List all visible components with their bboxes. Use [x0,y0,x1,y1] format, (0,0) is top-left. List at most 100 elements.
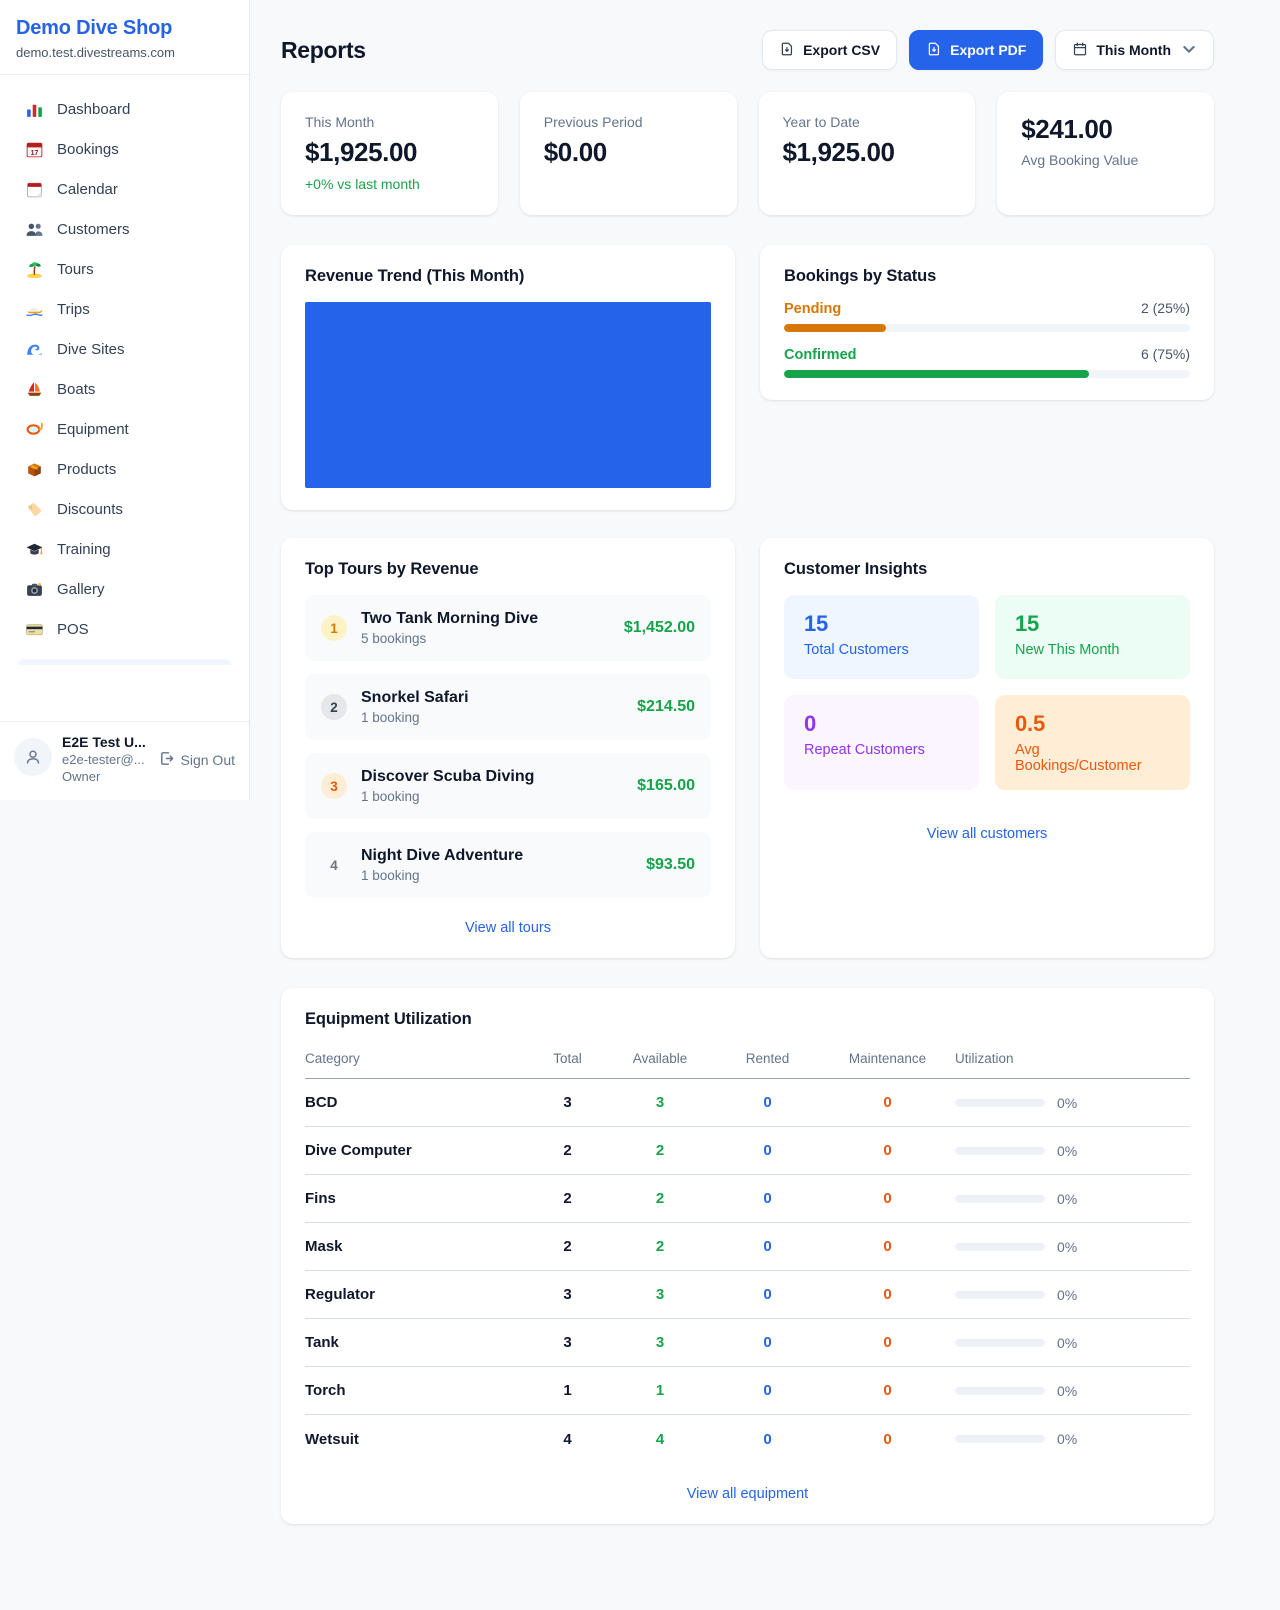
utilization-percent: 0% [1057,1382,1078,1399]
tour-rank-badge: 3 [321,773,347,799]
sign-out-button[interactable]: Sign Out [158,750,235,770]
equipment-available: 3 [655,1334,665,1351]
status-label: Confirmed [784,347,857,363]
sidebar-item-boats[interactable]: Boats [8,369,241,409]
top-tours-title: Top Tours by Revenue [305,560,479,578]
utilization-bar-track [955,1435,1045,1443]
customer-insights-card: Customer Insights 15 Total Customers 15 New… [760,538,1214,958]
export-csv-button[interactable]: Export CSV [762,30,898,70]
tour-row: 4 Night Dive Adventure 1 booking $93.50 [305,832,711,898]
equipment-available: 4 [655,1430,665,1448]
chevron-down-icon [1181,41,1197,60]
view-all-customers-link[interactable]: View all customers [926,826,1048,842]
graduation-cap-icon [24,539,44,559]
sidebar-item-dashboard[interactable]: Dashboard [8,89,241,129]
equipment-available: 2 [655,1238,665,1255]
shop-domain: demo.test.divestreams.com [16,45,175,60]
equipment-maintenance: 0 [883,1430,892,1448]
tour-rank-badge: 2 [321,694,347,720]
status-bar-track [784,370,1190,378]
equipment-table-row: Fins 2 2 0 0 0% [305,1175,1190,1223]
utilization-bar-track [955,1194,1045,1203]
tour-row: 3 Discover Scuba Diving 1 booking $165.00 [305,753,711,819]
equipment-total: 4 [563,1430,572,1448]
equipment-total: 3 [563,1286,572,1303]
equipment-rented: 0 [763,1430,772,1448]
equipment-maintenance: 0 [883,1334,892,1351]
stat-card-previous-period: Previous Period $0.00 [519,92,737,215]
sidebar-item-discounts[interactable]: Discounts [8,489,241,529]
sidebar-item-bookings[interactable]: 17 Bookings [8,129,241,169]
status-value: 6 (75%) [1140,346,1190,362]
tour-bookings: 1 booking [361,710,420,725]
sidebar-item-calendar[interactable]: Calendar [8,169,241,209]
view-all-equipment-link[interactable]: View all equipment [686,1486,809,1502]
sidebar-item-equipment[interactable]: Equipment [8,409,241,449]
insight-tile: 0 Repeat Customers [784,695,979,790]
equipment-category: Dive Computer [305,1142,412,1159]
sidebar-item-dive-sites[interactable]: Dive Sites [8,329,241,369]
shop-name: Demo Dive Shop [16,17,173,39]
equipment-rented: 0 [763,1094,772,1111]
sign-out-icon [158,750,175,770]
period-dropdown[interactable]: This Month [1055,30,1214,70]
sidebar-item-tours[interactable]: Tours [8,249,241,289]
equipment-maintenance: 0 [883,1238,892,1255]
equipment-maintenance: 0 [883,1190,892,1207]
stat-card-year-to-date: Year to Date $1,925.00 [758,92,976,215]
utilization-percent: 0% [1057,1142,1078,1159]
tag-icon [24,499,44,519]
sidebar-user-panel: E2E Test U... e2e-tester@... Owner Sign … [0,721,249,800]
sidebar-item-label: Calendar [57,180,118,198]
utilization-percent: 0% [1057,1286,1078,1303]
tour-row: 1 Two Tank Morning Dive 5 bookings $1,452.0… [305,595,711,661]
sidebar-item-gallery[interactable]: Gallery [8,569,241,609]
equipment-available: 2 [655,1190,665,1207]
sidebar-item-customers[interactable]: Customers [8,209,241,249]
insight-tile: 15 New This Month [995,595,1190,679]
utilization-percent: 0% [1057,1431,1078,1447]
sidebar-item-label: Products [57,460,117,478]
equipment-maintenance: 0 [883,1142,892,1159]
insight-label: Total Customers [804,642,909,658]
equipment-category: Mask [305,1238,343,1255]
utilization-percent: 0% [1057,1190,1078,1207]
stat-card-avg-booking-value: $241.00 Avg Booking Value [997,92,1214,215]
file-download-icon [779,41,795,60]
sidebar-item-pos[interactable]: POS [8,609,241,649]
status-value: 2 (25%) [1140,300,1190,316]
equipment-rented: 0 [763,1142,772,1159]
equipment-available: 3 [655,1094,665,1111]
export-pdf-button[interactable]: Export PDF [909,30,1044,70]
camera-icon [24,579,44,599]
sidebar-item-products[interactable]: Products [8,449,241,489]
revenue-trend-title: Revenue Trend (This Month) [305,267,525,285]
island-icon [24,259,44,279]
sidebar-item-label: Training [57,540,111,558]
equipment-category: Regulator [305,1286,376,1303]
tour-row: 2 Snorkel Safari 1 booking $214.50 [305,674,711,740]
sidebar-item-label: Customers [57,220,130,238]
utilization-percent: 0% [1057,1094,1078,1111]
equipment-utilization: 0% [955,1095,1190,1111]
tour-amount: $165.00 [637,777,695,794]
sidebar-item-label: Dive Sites [57,340,125,358]
sidebar-item-label: Discounts [57,500,123,518]
sidebar-item-training[interactable]: Training [8,529,241,569]
view-all-tours-link[interactable]: View all tours [465,920,551,936]
bar-chart-icon [24,99,44,119]
sidebar-item-label: Trips [57,300,90,318]
sidebar-item-reports-partial[interactable] [18,659,231,665]
status-label: Pending [784,301,842,317]
insight-tile: 0.5 Avg Bookings/Customer [995,695,1190,790]
sidebar-item-label: Equipment [57,420,129,438]
equipment-maintenance: 0 [883,1094,892,1111]
equipment-table-row: Tank 3 3 0 0 0% [305,1319,1190,1367]
calendar-date-icon: 17 [24,139,44,159]
equipment-utilization: 0% [955,1383,1190,1399]
file-download-icon [926,41,942,60]
calendar-outline-icon [1072,41,1088,60]
utilization-bar-track [955,1146,1045,1155]
sidebar-item-trips[interactable]: Trips [8,289,241,329]
equipment-total: 3 [563,1094,572,1111]
